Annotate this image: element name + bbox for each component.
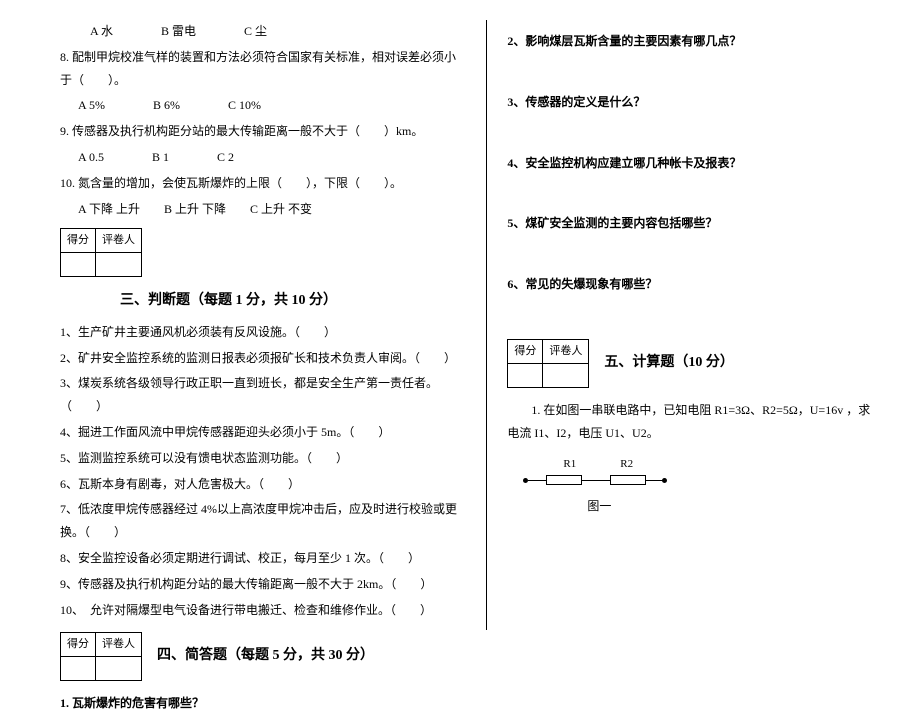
score-label-right: 评卷人	[96, 229, 142, 253]
s3-q10: 10、 允许对隔爆型电气设备进行带电搬迁、检查和维修作业。（ ）	[60, 599, 466, 622]
s3-q6: 6、瓦斯本身有剧毒，对人危害极大。（ ）	[60, 473, 466, 496]
question-9: 9. 传感器及执行机构距分站的最大传输距离一般不大于（ ）km。	[60, 120, 466, 143]
s3-q1: 1、生产矿井主要通风机必须装有反风设施。（ ）	[60, 321, 466, 344]
section4-title: 四、简答题（每题 5 分，共 30 分）	[157, 643, 374, 670]
s3-q2: 2、矿井安全监控系统的监测日报表必须报矿长和技术负责人审阅。（ ）	[60, 347, 466, 370]
score-box-sec5: 得分 评卷人	[507, 339, 589, 388]
q7-options: A 水 B 雷电 C 尘	[60, 20, 466, 43]
q9-options: A 0.5 B 1 C 2	[60, 146, 466, 169]
r1-label: R1	[563, 454, 576, 475]
q8-options: A 5% B 6% C 10%	[60, 94, 466, 117]
right-column: 2、影响煤层瓦斯含量的主要因素有哪几点？ 3、传感器的定义是什么？ 4、安全监控…	[486, 20, 880, 630]
question-10: 10. 氮含量的增加，会使瓦斯爆炸的上限（ ），下限（ ）。	[60, 172, 466, 195]
score-label-right: 评卷人	[96, 633, 142, 657]
section3-title: 三、判断题（每题 1 分，共 10 分）	[120, 288, 337, 315]
s3-q9: 9、传感器及执行机构距分站的最大传输距离一般不大于 2km。（ ）	[60, 573, 466, 596]
score-label-right: 评卷人	[543, 339, 589, 363]
s4-q4: 4、安全监控机构应建立哪几种帐卡及报表？	[507, 152, 880, 175]
circuit-diagram: R1 R2 图一	[525, 454, 880, 518]
left-column: A 水 B 雷电 C 尘 8. 配制甲烷校准气样的装置和方法必须符合国家有关标准…	[60, 20, 486, 630]
wire	[528, 480, 546, 481]
score-box-sec4: 得分 评卷人	[60, 632, 142, 681]
s3-q4: 4、掘进工作面风流中甲烷传感器距迎头必须小于 5m。（ ）	[60, 421, 466, 444]
figure-label: 图一	[525, 495, 880, 518]
s3-q5: 5、监测监控系统可以没有馈电状态监测功能。（ ）	[60, 447, 466, 470]
s3-q7: 7、低浓度甲烷传感器经过 4%以上高浓度甲烷冲击后，应及时进行校验或更换。（ ）	[60, 498, 466, 544]
s3-q3: 3、煤炭系统各级领导行政正职一直到班长，都是安全生产第一责任者。（ ）	[60, 372, 466, 418]
s4-q5: 5、煤矿安全监测的主要内容包括哪些？	[507, 212, 880, 235]
wire	[582, 480, 610, 481]
s4-q3: 3、传感器的定义是什么？	[507, 91, 880, 114]
resistor-r2	[610, 475, 646, 485]
node-dot	[662, 478, 667, 483]
score-box-sec3: 得分 评卷人	[60, 228, 142, 277]
score-label-left: 得分	[61, 229, 96, 253]
s4-q2: 2、影响煤层瓦斯含量的主要因素有哪几点？	[507, 30, 880, 53]
resistor-r1	[546, 475, 582, 485]
s4-q1: 1. 瓦斯爆炸的危害有哪些？	[60, 692, 466, 715]
s4-q6: 6、常见的失爆现象有哪些？	[507, 273, 880, 296]
section5-title: 五、计算题（10 分）	[604, 350, 734, 377]
q10-options: A 下降 上升 B 上升 下降 C 上升 不变	[60, 198, 466, 221]
r2-label: R2	[620, 454, 633, 475]
score-label-left: 得分	[508, 339, 543, 363]
s5-q1: 1. 在如图一串联电路中，已知电阻 R1=3Ω、R2=5Ω，U=16v ，求电流…	[507, 399, 880, 445]
question-8: 8. 配制甲烷校准气样的装置和方法必须符合国家有关标准，相对误差必须小于（ ）。	[60, 46, 466, 92]
s3-q8: 8、安全监控设备必须定期进行调试、校正，每月至少 1 次。（ ）	[60, 547, 466, 570]
score-label-left: 得分	[61, 633, 96, 657]
